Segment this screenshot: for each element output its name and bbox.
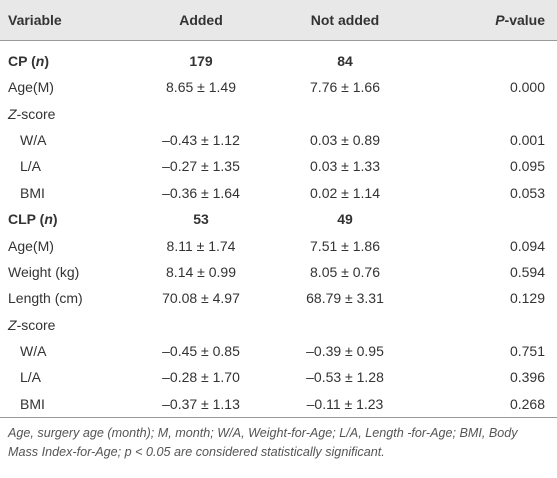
table-cell (420, 206, 557, 232)
table-row: W/A –0.45 ± 0.85 –0.39 ± 0.95 0.751 (0, 338, 557, 364)
table-cell: L/A (20, 369, 42, 386)
header-cell: Added (132, 0, 270, 41)
table-cell: Z-score (0, 312, 132, 338)
table-cell: CP (n) (0, 40, 132, 74)
header-row: Variable Added Not added P-value (0, 0, 557, 41)
text-run: CP ( (8, 53, 36, 70)
table-cell: 0.001 (509, 131, 545, 148)
header-cell: Variable (0, 0, 132, 41)
header-cell: P-value (420, 0, 557, 41)
text-run: -score (16, 105, 56, 122)
table-cell: –0.11 ± 1.23 (270, 390, 420, 418)
footnote: Age, surgery age (month); M, month; W/A,… (8, 425, 518, 459)
table-cell: W/A (20, 131, 47, 148)
header-cell: Not added (270, 0, 420, 41)
table-cell: W/A (20, 343, 47, 360)
table-cell: 0.053 (509, 184, 545, 201)
table-row: Length (cm) 70.08 ± 4.97 68.79 ± 3.31 0.129 (0, 285, 557, 311)
table-cell: Z-score (0, 100, 132, 126)
text-run: n (44, 211, 53, 228)
table-cell: Weight (kg) (8, 263, 80, 280)
table-cell: 8.11 ± 1.74 (166, 237, 236, 254)
table-cell: Length (cm) (8, 290, 83, 307)
table-cell: 179 (189, 53, 213, 70)
table-cell: –0.53 ± 1.28 (306, 369, 384, 386)
table-cell (132, 100, 270, 126)
text-run: ) (44, 53, 49, 70)
table-cell: CLP (n) (0, 206, 132, 232)
table-cell: 7.76 ± 1.66 (310, 79, 380, 96)
table-cell: –0.36 ± 1.64 (162, 184, 240, 201)
table-cell: 0.094 (509, 237, 545, 254)
table-cell: 0.396 (509, 369, 545, 386)
table-row: CP (n) 179 84 (0, 40, 557, 74)
table-cell: 0.095 (509, 158, 545, 175)
table-cell: 0.03 ± 1.33 (310, 158, 380, 175)
table-cell: Age(M) (8, 237, 54, 254)
table-cell: 49 (337, 211, 353, 228)
table-cell: Age(M) (8, 79, 54, 96)
table-cell: –0.45 ± 0.85 (162, 343, 240, 360)
table-cell (420, 40, 557, 74)
table-row: Age(M) 8.11 ± 1.74 7.51 ± 1.86 0.094 (0, 232, 557, 258)
table-row: Age(M) 8.65 ± 1.49 7.76 ± 1.66 0.000 (0, 74, 557, 100)
text-run: Z (8, 316, 17, 333)
text-run: n (35, 53, 45, 70)
table-row: BMI –0.36 ± 1.64 0.02 ± 1.14 0.053 (0, 180, 557, 206)
table-cell: –0.37 ± 1.13 (132, 390, 270, 418)
table-cell: 0.268 (420, 390, 557, 418)
table-cell: L/A (20, 158, 42, 175)
table-row: L/A –0.28 ± 1.70 –0.53 ± 1.28 0.396 (0, 364, 557, 390)
table-cell (132, 312, 270, 338)
table-row: CLP (n) 53 49 (0, 206, 557, 232)
table-cell (270, 100, 420, 126)
table-body: CP (n) 179 84 Age(M) 8.65 ± 1.49 7.76 ± 1.66 0… (0, 40, 557, 418)
text-run: CLP ( (8, 211, 45, 228)
table-cell: 7.51 ± 1.86 (310, 237, 380, 254)
table-row: Z-score (0, 100, 557, 126)
table-cell: 8.14 ± 0.99 (166, 263, 236, 280)
table-cell: –0.39 ± 0.95 (306, 343, 384, 360)
text-run: Z (8, 105, 17, 122)
table-cell: 0.594 (509, 263, 545, 280)
table-row: Z-score (0, 312, 557, 338)
table-row: Weight (kg) 8.14 ± 0.99 8.05 ± 0.76 0.594 (0, 259, 557, 285)
table-row: L/A –0.27 ± 1.35 0.03 ± 1.33 0.095 (0, 153, 557, 179)
table-cell: 0.751 (509, 343, 545, 360)
table-cell: 0.03 ± 0.89 (310, 131, 380, 148)
table-cell: 0.02 ± 1.14 (310, 184, 380, 201)
table-cell: 68.79 ± 3.31 (306, 290, 384, 307)
table-cell (420, 100, 557, 126)
table-row: BMI –0.37 ± 1.13 –0.11 ± 1.23 0.268 (0, 390, 557, 418)
table-row: W/A –0.43 ± 1.12 0.03 ± 0.89 0.001 (0, 127, 557, 153)
table-cell (420, 312, 557, 338)
data-table: Variable Added Not added P-value CP (n) 179 8… (0, 0, 557, 418)
table-cell: –0.27 ± 1.35 (162, 158, 240, 175)
table-cell: BMI (0, 390, 132, 418)
text-run: ) (52, 211, 58, 228)
table-cell: –0.43 ± 1.12 (162, 131, 240, 148)
table-cell: BMI (20, 184, 45, 201)
text-run: P (495, 11, 505, 28)
text-run: -value (504, 11, 545, 28)
table-cell: 8.65 ± 1.49 (166, 79, 236, 96)
text-run: -score (16, 316, 56, 333)
table-cell: 53 (193, 211, 209, 228)
table-cell: 8.05 ± 0.76 (310, 263, 380, 280)
table-cell: 0.129 (509, 290, 545, 307)
table-cell: 70.08 ± 4.97 (162, 290, 240, 307)
table-cell (270, 312, 420, 338)
table-cell: –0.28 ± 1.70 (162, 369, 240, 386)
table-cell: 0.000 (509, 79, 545, 96)
table-cell: 84 (337, 53, 353, 70)
